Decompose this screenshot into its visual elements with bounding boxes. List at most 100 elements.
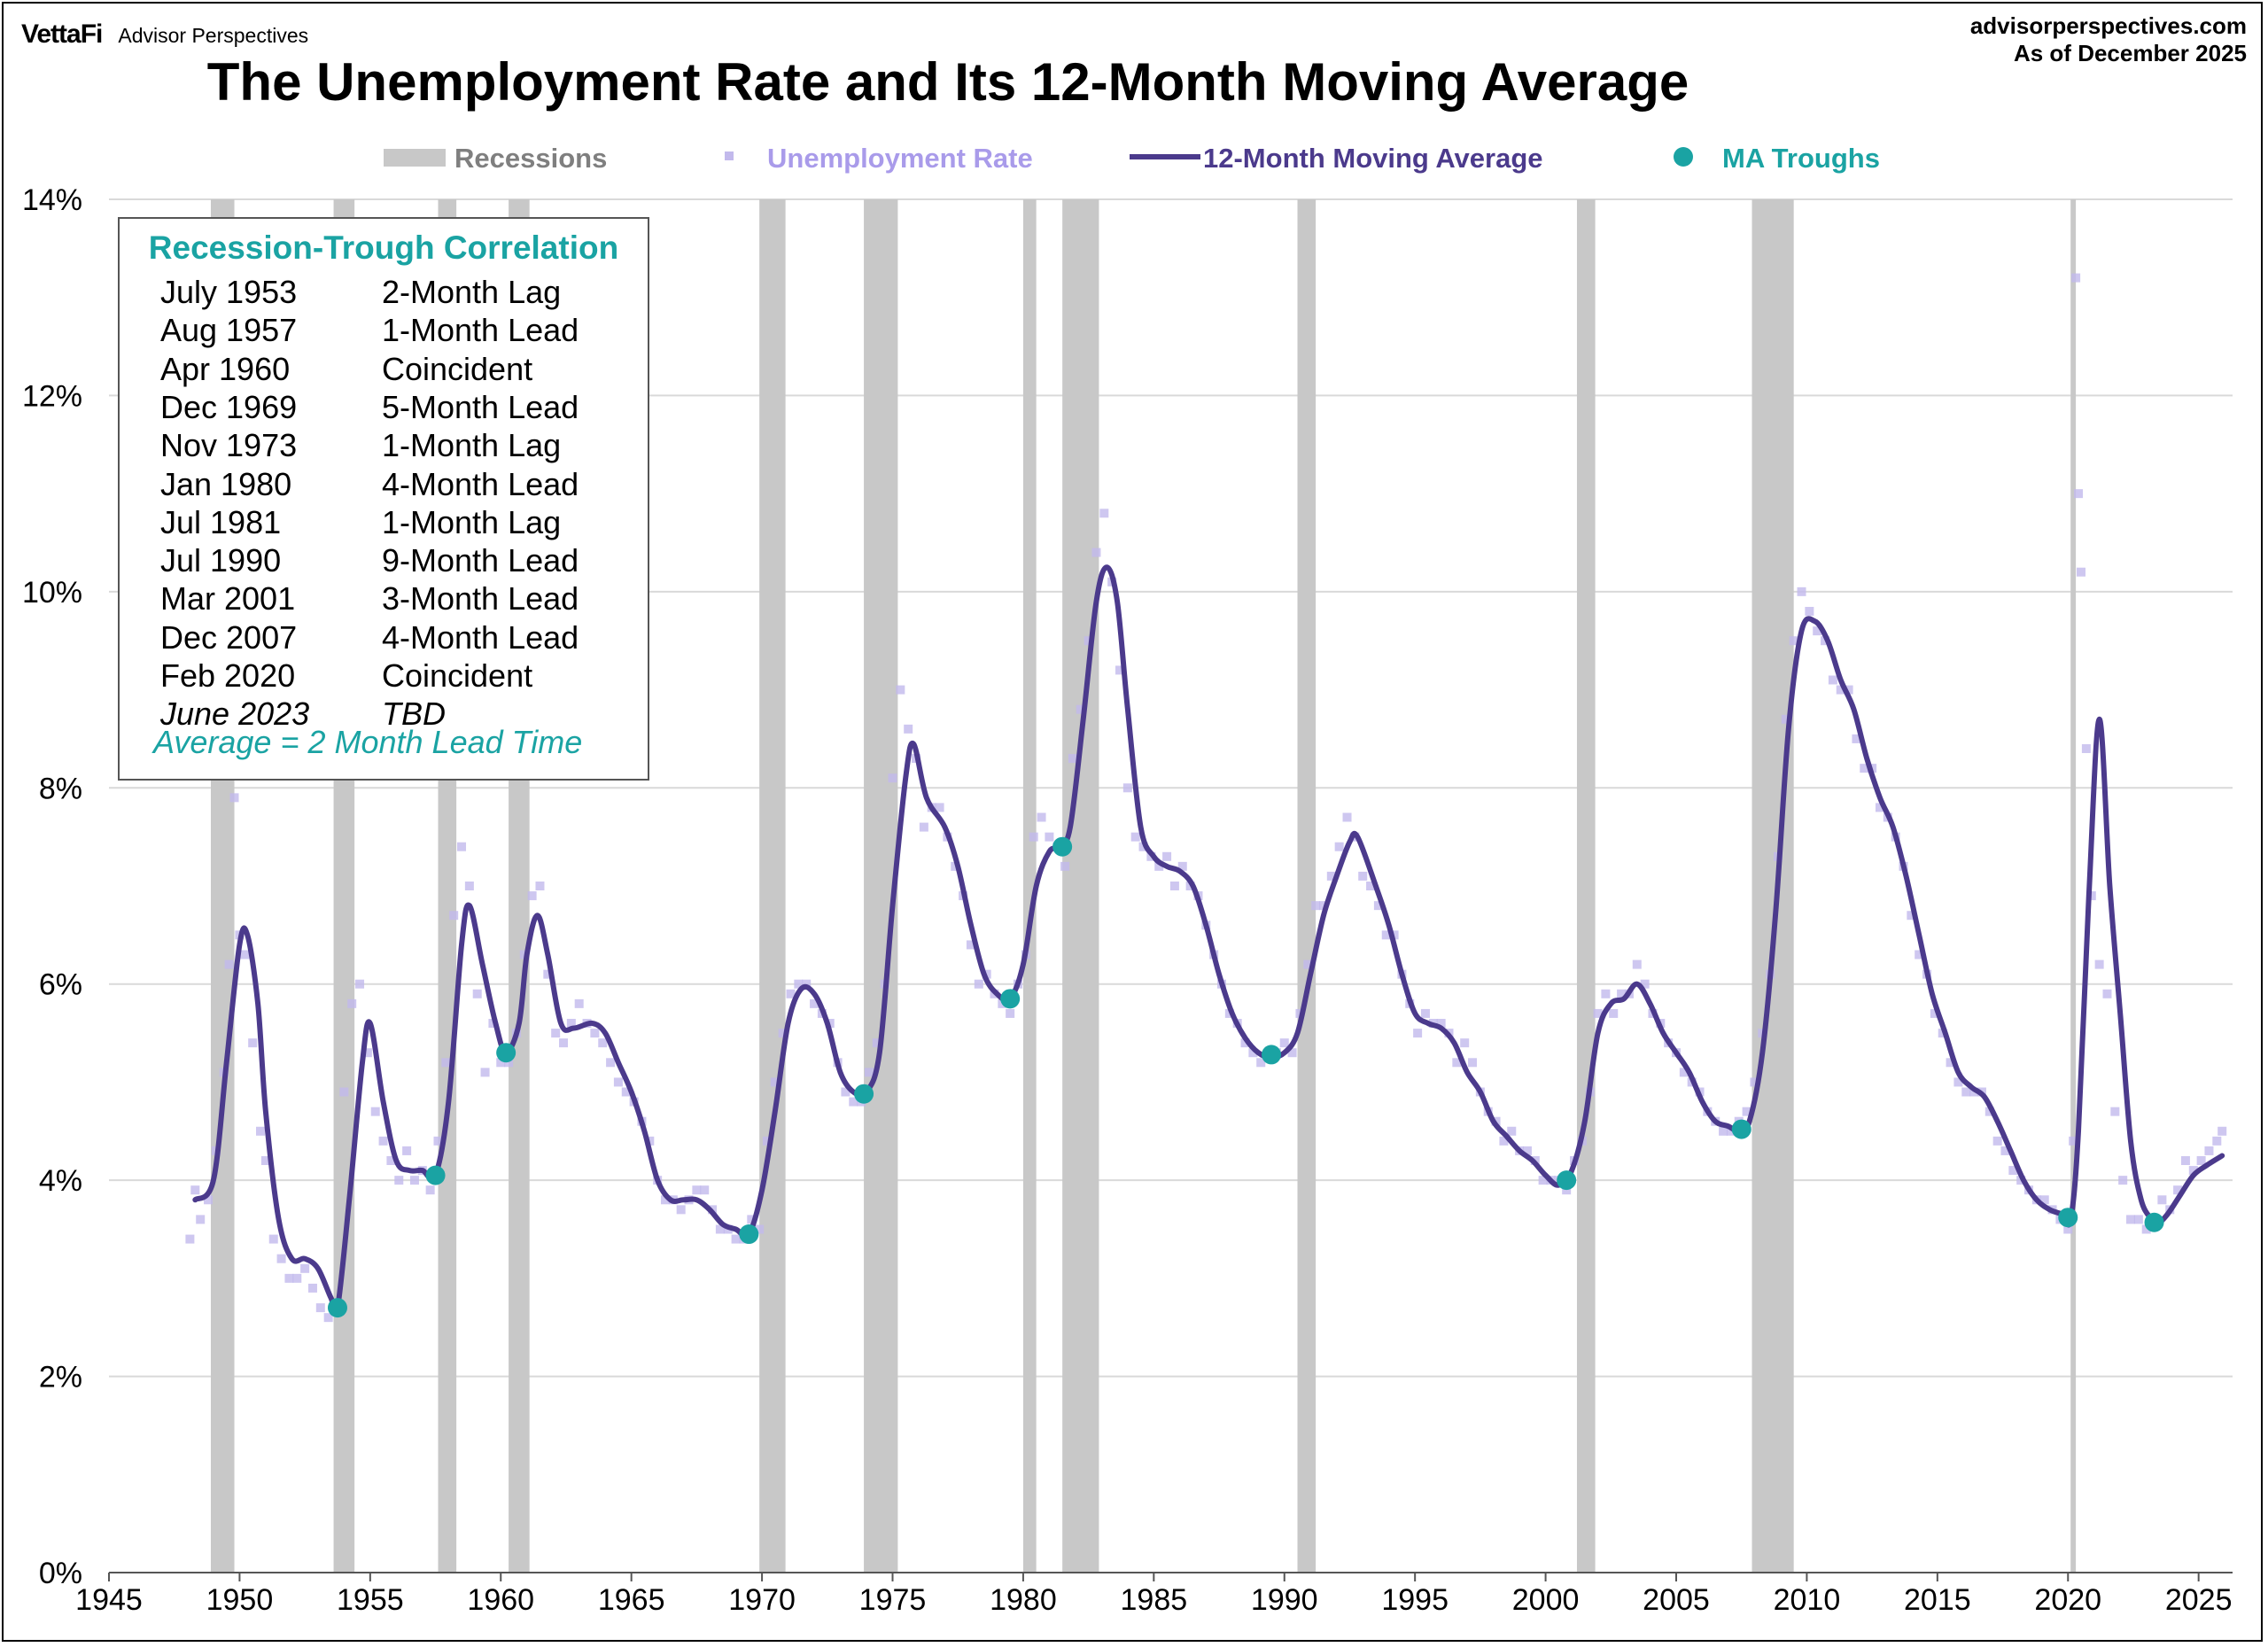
rate-point	[2118, 1176, 2128, 1185]
trough-point	[327, 1298, 347, 1318]
y-tick-label: 12%	[22, 379, 82, 413]
rate-point	[1279, 1038, 1289, 1048]
x-tick-label: 1945	[75, 1583, 143, 1617]
rate-point	[1154, 861, 1164, 871]
rate-point	[1358, 871, 1368, 881]
table-row-value: 9-Month Lead	[382, 542, 579, 579]
table-row-date: Dec 2007	[160, 618, 298, 656]
trough-point	[1262, 1045, 1282, 1065]
rate-point	[849, 1097, 858, 1107]
recession-band	[1297, 199, 1317, 1573]
x-tick-label: 1995	[1381, 1583, 1449, 1617]
x-tick-label: 2025	[2165, 1583, 2233, 1617]
rate-point	[1507, 1126, 1517, 1136]
rate-point	[802, 979, 812, 989]
rate-point	[1499, 1136, 1509, 1146]
trough-point	[2058, 1208, 2078, 1228]
rate-point	[872, 1038, 882, 1048]
rate-point	[480, 1068, 490, 1077]
rate-point	[1381, 930, 1391, 940]
x-tick-label: 1960	[467, 1583, 534, 1617]
rate-point	[794, 979, 804, 989]
rate-point	[1617, 989, 1627, 998]
x-tick-label: 1990	[1251, 1583, 1318, 1617]
rate-point	[1844, 685, 1853, 695]
rate-point	[472, 989, 482, 998]
rate-point	[1961, 1087, 1971, 1097]
rate-point	[1836, 685, 1845, 695]
rate-point	[1248, 1048, 1258, 1058]
recession-band	[1062, 199, 1099, 1573]
rate-point	[1930, 1008, 1939, 1018]
table-row-value: 5-Month Lead	[382, 388, 579, 425]
rate-point	[224, 959, 234, 969]
table-row-date: Aug 1957	[160, 312, 298, 349]
table-row-value: 4-Month Lead	[382, 618, 579, 656]
rate-point	[441, 1058, 451, 1068]
rate-point	[747, 1215, 757, 1224]
rate-point	[256, 1126, 266, 1136]
rate-point	[841, 1087, 850, 1097]
rate-point	[268, 1234, 278, 1244]
table-title: Recession-Trough Correlation	[148, 229, 619, 266]
rate-point	[559, 1038, 569, 1048]
legend-recessions-label: Recessions	[454, 143, 607, 174]
rate-point	[1099, 509, 1109, 518]
rate-point	[1256, 1058, 1266, 1068]
rate-point	[1436, 1019, 1446, 1028]
vettafi-logo: VettaFi Advisor Perspectives	[21, 19, 308, 50]
rate-point	[1742, 1107, 1751, 1116]
rate-point	[1115, 665, 1125, 675]
rate-point	[2133, 1215, 2143, 1224]
rate-point	[2126, 1215, 2136, 1224]
rate-point	[2081, 744, 2091, 753]
rate-point	[1060, 861, 1070, 871]
trough-point	[496, 1043, 517, 1063]
rate-point	[1860, 764, 1869, 773]
table-row-value: 1-Month Lag	[382, 503, 562, 540]
rate-point	[402, 1146, 412, 1155]
rate-point	[339, 1087, 349, 1097]
source-site: advisorperspectives.com	[1969, 12, 2247, 39]
rate-point	[307, 1283, 317, 1293]
x-tick-label: 2000	[1512, 1583, 1580, 1617]
rate-point	[284, 1273, 294, 1283]
trough-point	[1052, 836, 1073, 857]
rate-point	[1538, 1176, 1548, 1185]
rate-point	[1726, 1126, 1736, 1136]
rate-point	[196, 1215, 206, 1224]
rate-point	[1068, 754, 1077, 764]
recession-band	[759, 199, 786, 1573]
table-row-date: Apr 1960	[160, 350, 291, 387]
rate-point	[904, 724, 913, 734]
rate-point	[2204, 1146, 2214, 1155]
x-tick-label: 1975	[859, 1583, 927, 1617]
rate-point	[919, 822, 928, 832]
rate-point	[504, 1058, 514, 1068]
rate-point	[2076, 567, 2085, 577]
rate-point	[1797, 587, 1806, 596]
rate-point	[543, 969, 553, 979]
rate-point	[2188, 1166, 2198, 1176]
recession-band	[2070, 199, 2077, 1573]
rate-point	[810, 998, 819, 1008]
rate-point	[1946, 1058, 1955, 1068]
rate-point	[1162, 851, 1172, 861]
rate-point	[974, 979, 983, 989]
rate-point	[1326, 871, 1336, 881]
rate-point	[731, 1234, 741, 1244]
rate-point	[566, 1019, 576, 1028]
y-tick-label: 0%	[39, 1557, 82, 1590]
rate-point	[966, 940, 975, 950]
x-tick-label: 2020	[2034, 1583, 2101, 1617]
rate-point	[598, 1038, 608, 1048]
rate-point	[1130, 832, 1140, 842]
y-tick-label: 2%	[39, 1361, 82, 1395]
rate-point	[1240, 1038, 1250, 1048]
rate-point	[1413, 1029, 1423, 1038]
rate-point	[1318, 901, 1328, 911]
rate-point	[2180, 1156, 2190, 1165]
legend-ma-label: 12-Month Moving Average	[1203, 143, 1543, 174]
rate-point	[1828, 675, 1837, 685]
rate-point	[2102, 989, 2112, 998]
